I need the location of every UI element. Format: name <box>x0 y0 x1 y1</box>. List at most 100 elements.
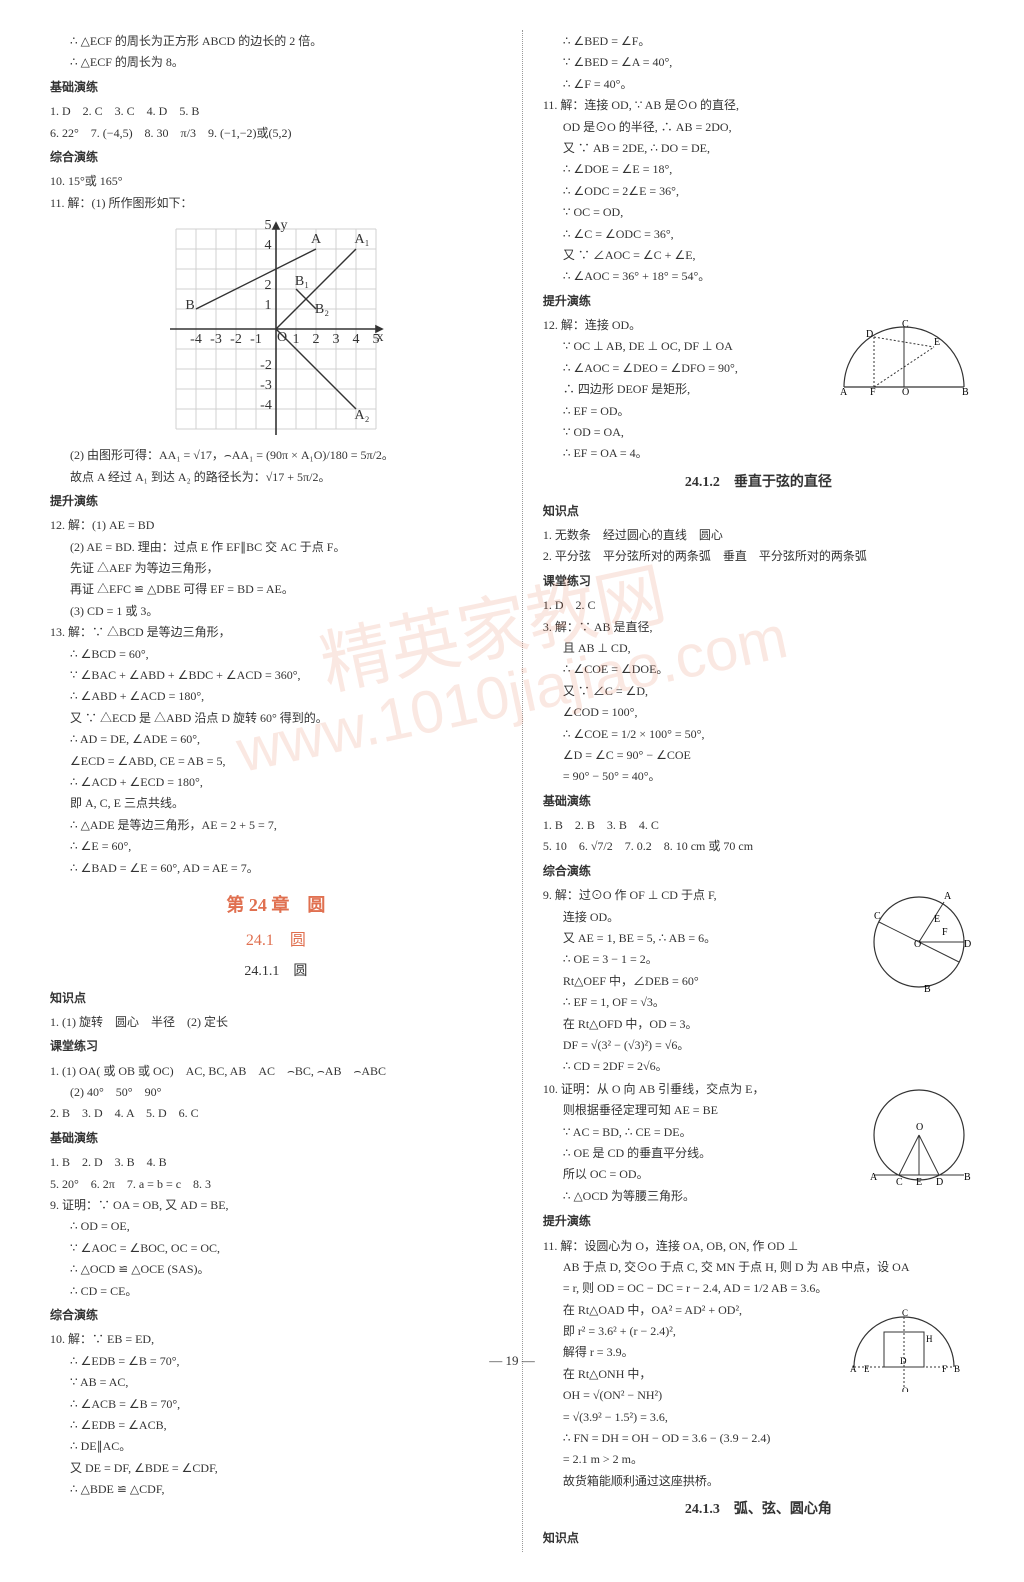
section-knowledge3: 知识点 <box>543 1528 974 1548</box>
text-line: ∠ECD = ∠ABD, CE = AB = 5, <box>50 751 502 771</box>
answer-line: 2. B 3. D 4. A 5. D 6. C <box>50 1103 502 1123</box>
text-line: ∴ ∠DOE = ∠E = 18°, <box>543 159 974 179</box>
svg-text:B₂: B₂ <box>315 302 329 317</box>
svg-text:F: F <box>870 387 876 397</box>
answer-line: 1. D 2. C <box>543 595 974 615</box>
svg-text:C: C <box>896 1177 903 1188</box>
text-line: 即 A, C, E 三点共线。 <box>50 793 502 813</box>
svg-text:D: D <box>866 329 873 340</box>
svg-text:O: O <box>916 1122 923 1133</box>
circle-diagram-9: O A B C D E F <box>864 887 974 997</box>
svg-text:E: E <box>934 337 940 348</box>
section-knowledge: 知识点 <box>50 988 502 1008</box>
text-line: (3) CD = 1 或 3。 <box>50 601 502 621</box>
svg-text:-4: -4 <box>260 398 272 413</box>
text-line: ∴ EF = OD。 <box>543 401 974 421</box>
text-line: 2. 平分弦 平分弦所对的两条弧 垂直 平分弦所对的两条弧 <box>543 546 974 566</box>
text-line: 11. 解：设圆心为 O，连接 OA, OB, ON, 作 OD ⊥ <box>543 1236 974 1256</box>
svg-text:O: O <box>914 939 921 950</box>
svg-text:A: A <box>944 891 952 902</box>
answer-line: 1. D 2. C 3. C 4. D 5. B <box>50 101 502 121</box>
answer-line: 6. 22° 7. (−4,5) 8. 30 π/3 9. (−1,−2)或(5… <box>50 123 502 143</box>
svg-text:E: E <box>934 914 940 925</box>
svg-text:B: B <box>954 1364 960 1374</box>
svg-text:-4: -4 <box>190 332 202 347</box>
text-line: 又 ∵ ∠AOC = ∠C + ∠E, <box>543 245 974 265</box>
svg-text:1: 1 <box>264 298 271 313</box>
text-line: 10. 解：∵ EB = ED, <box>50 1329 502 1349</box>
text-line: ∠D = ∠C = 90° − ∠COE <box>543 745 974 765</box>
text-line: = r, 则 OD = OC − DC = r − 2.4, AD = 1/2 … <box>543 1278 974 1298</box>
svg-text:A: A <box>311 232 322 247</box>
svg-text:A: A <box>850 1364 857 1374</box>
svg-text:D: D <box>900 1356 907 1366</box>
text-line: ∴ ∠BCD = 60°, <box>50 644 502 664</box>
section-24-1-1: 24.1.1 圆 <box>50 960 502 984</box>
text-line: ∴ △ECF 的周长为正方形 ABCD 的边长的 2 倍。 <box>50 31 502 51</box>
section-basic-practice: 基础演练 <box>50 77 502 97</box>
text-line: ∴ ∠C = ∠ODC = 36°, <box>543 224 974 244</box>
text-line: ∵ OC = OD, <box>543 202 974 222</box>
text-line: 故货箱能顺利通过这座拱桥。 <box>543 1471 974 1491</box>
text-line: 3. 解：∵ AB 是直径, <box>543 617 974 637</box>
text-line: ∴ CD = CE。 <box>50 1281 502 1301</box>
text-line: ∴ ∠ACD + ∠ECD = 180°, <box>50 772 502 792</box>
answer-line: 11. 解：(1) 所作图形如下： <box>50 193 502 213</box>
text-line: ∴ ∠BAD = ∠E = 60°, AD = AE = 7。 <box>50 858 502 878</box>
text-line: ∴ FN = DH = OH − OD = 3.6 − (3.9 − 2.4) <box>543 1428 974 1448</box>
section-24-1-2: 24.1.2 垂直于弦的直径 <box>543 471 974 495</box>
svg-text:-1: -1 <box>250 332 262 347</box>
svg-text:B: B <box>185 298 194 313</box>
text-line: 13. 解：∵ △BCD 是等边三角形， <box>50 622 502 642</box>
svg-text:C: C <box>902 319 909 330</box>
svg-text:A₁: A₁ <box>354 232 369 247</box>
chapter-24-title: 第 24 章 圆 <box>50 890 502 921</box>
svg-text:A: A <box>870 1172 878 1183</box>
svg-text:1: 1 <box>292 332 299 347</box>
section-comprehensive: 综合演练 <box>50 147 502 167</box>
text-line: 1. 无数条 经过圆心的直线 圆心 <box>543 525 974 545</box>
text-line: 1. (1) 旋转 圆心 半径 (2) 定长 <box>50 1012 502 1032</box>
svg-text:D: D <box>964 939 971 950</box>
svg-text:y: y <box>280 219 287 233</box>
text-line: 9. 证明：∵ OA = OB, 又 AD = BE, <box>50 1195 502 1215</box>
text-line: 又 ∵ △ECD 是 △ABD 沿点 D 旋转 60° 得到的。 <box>50 708 502 728</box>
text-line: ∴ AD = DE, ∠ADE = 60°, <box>50 729 502 749</box>
text-line: ∴ △ECF 的周长为 8。 <box>50 52 502 72</box>
svg-text:4: 4 <box>264 238 271 253</box>
text-line: ∠COD = 100°, <box>543 702 974 722</box>
text-line: ∴ △OCD ≌ △OCE (SAS)。 <box>50 1259 502 1279</box>
text-line: ∴ ∠F = 40°。 <box>543 74 974 94</box>
section-upgrade3: 提升演练 <box>543 1211 974 1231</box>
section-class-practice: 课堂练习 <box>50 1036 502 1056</box>
answer-line: 5. 20° 6. 2π 7. a = b = c 8. 3 <box>50 1174 502 1194</box>
svg-text:5: 5 <box>372 332 379 347</box>
text-line: 在 Rt△OFD 中，OD = 3。 <box>543 1014 974 1034</box>
text-line: DF = √(3² − (√3)²) = √6。 <box>543 1035 974 1055</box>
section-comprehensive3: 综合演练 <box>543 861 974 881</box>
svg-text:O: O <box>902 387 909 397</box>
section-knowledge2: 知识点 <box>543 501 974 521</box>
text-line: 又 ∵ AB = 2DE, ∴ DO = DE, <box>543 138 974 158</box>
text-line: ∴ ∠EDB = ∠ACB, <box>50 1415 502 1435</box>
text-line: 且 AB ⊥ CD, <box>543 638 974 658</box>
svg-text:3: 3 <box>332 332 339 347</box>
text-line: (2) 由图形可得：AA₁ = √17，⌢AA₁ = (90π × A₁O)/1… <box>50 445 502 465</box>
semicircle-diagram-11: AB OC DH EF <box>834 1302 974 1392</box>
left-column: ∴ △ECF 的周长为正方形 ABCD 的边长的 2 倍。 ∴ △ECF 的周长… <box>50 30 502 1552</box>
svg-text:B: B <box>964 1172 971 1183</box>
page-container: ∴ △ECF 的周长为正方形 ABCD 的边长的 2 倍。 ∴ △ECF 的周长… <box>0 0 1024 1582</box>
svg-text:B₁: B₁ <box>295 274 309 289</box>
text-line: ∴ ∠ACB = ∠B = 70°, <box>50 1394 502 1414</box>
svg-text:C: C <box>874 911 881 922</box>
answer-line: 1. (1) OA( 或 OB 或 OC) AC, BC, AB AC ⌢BC,… <box>50 1061 502 1081</box>
text-line: 11. 解：连接 OD, ∵ AB 是⊙O 的直径, <box>543 95 974 115</box>
answer-line: 1. B 2. D 3. B 4. B <box>50 1152 502 1172</box>
svg-text:F: F <box>942 1364 947 1374</box>
text-line: ∴ ∠EDB = ∠B = 70°, <box>50 1351 502 1371</box>
text-line: ∵ ∠BED = ∠A = 40°, <box>543 52 974 72</box>
text-line: 再证 △EFC ≌ △DBE 可得 EF = BD = AE。 <box>50 579 502 599</box>
section-upgrade: 提升演练 <box>50 491 502 511</box>
text-line: ∴ ∠ODC = 2∠E = 36°, <box>543 181 974 201</box>
text-line: 故点 A 经过 A₁ 到达 A₂ 的路径长为：√17 + 5π/2。 <box>50 467 502 487</box>
